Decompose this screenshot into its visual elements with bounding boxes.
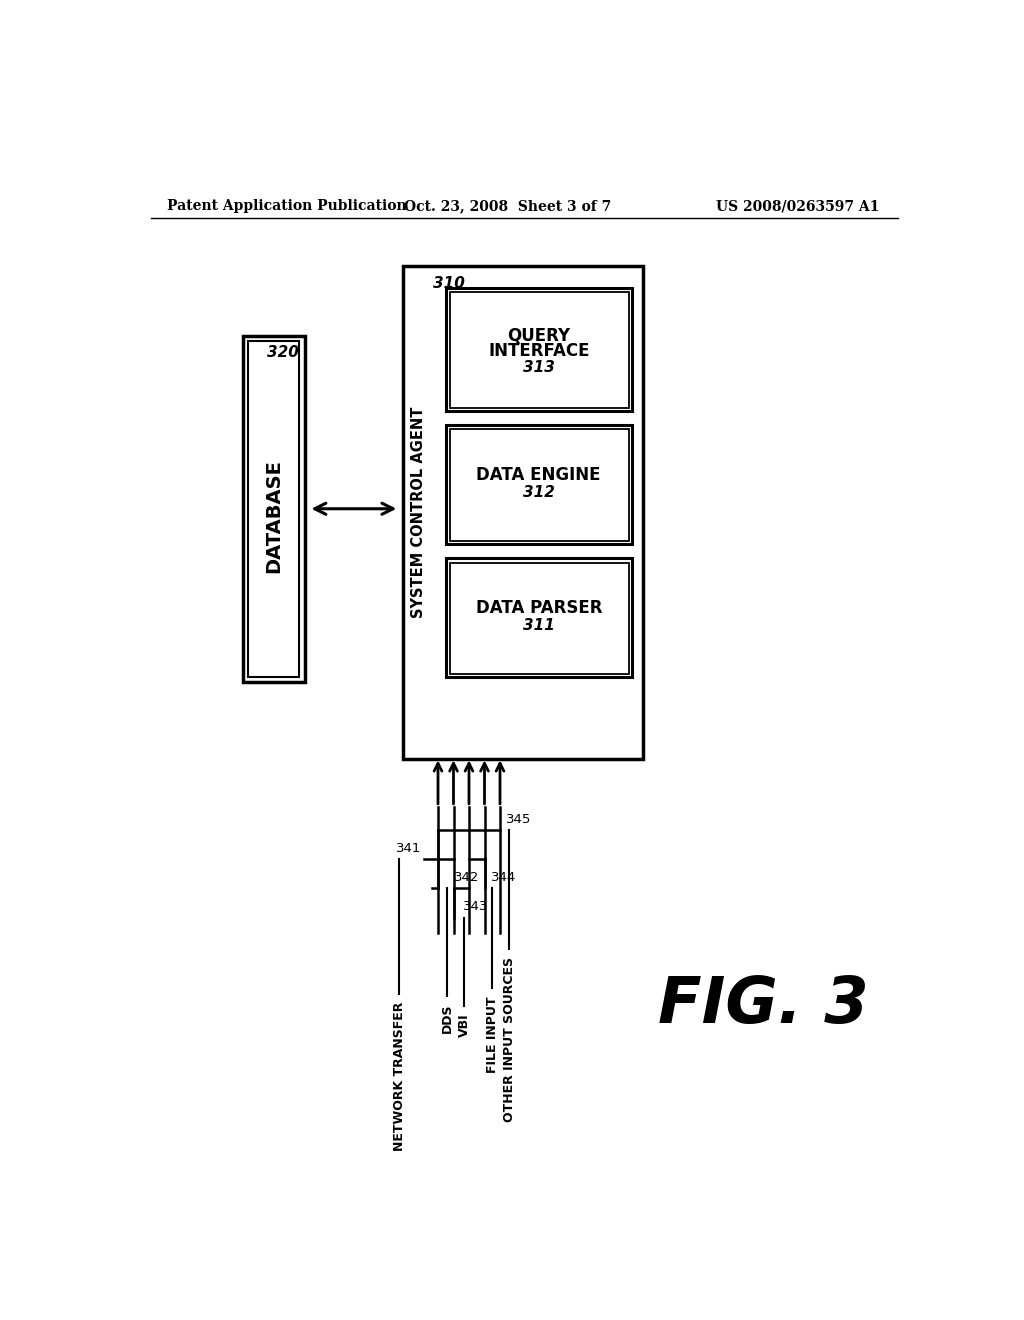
Text: Patent Application Publication: Patent Application Publication xyxy=(167,199,407,213)
Bar xyxy=(403,267,643,759)
Text: 342: 342 xyxy=(454,871,479,884)
Text: US 2008/0263597 A1: US 2008/0263597 A1 xyxy=(717,199,880,213)
Text: 312: 312 xyxy=(523,484,555,500)
Bar xyxy=(445,558,632,677)
Text: SYSTEM CONTROL AGENT: SYSTEM CONTROL AGENT xyxy=(411,407,426,618)
Text: DDS: DDS xyxy=(440,1003,454,1034)
Text: 341: 341 xyxy=(396,842,422,855)
Text: DATABASE: DATABASE xyxy=(264,459,284,573)
Text: FILE INPUT: FILE INPUT xyxy=(485,997,499,1073)
Text: OTHER INPUT SOURCES: OTHER INPUT SOURCES xyxy=(503,957,516,1122)
Text: DATA ENGINE: DATA ENGINE xyxy=(476,466,601,484)
Text: 313: 313 xyxy=(523,360,555,375)
Text: 310: 310 xyxy=(432,276,465,290)
Text: VBI: VBI xyxy=(458,1014,471,1038)
Bar xyxy=(445,425,632,544)
Bar xyxy=(248,341,299,677)
Text: NETWORK TRANSFER: NETWORK TRANSFER xyxy=(393,1002,406,1151)
Text: 311: 311 xyxy=(523,618,555,632)
Text: INTERFACE: INTERFACE xyxy=(488,342,590,360)
Bar xyxy=(451,293,629,408)
Text: DATA PARSER: DATA PARSER xyxy=(475,599,602,618)
Text: 345: 345 xyxy=(506,813,531,825)
Bar xyxy=(451,429,629,541)
Bar xyxy=(451,562,629,675)
Bar xyxy=(243,335,305,682)
Bar xyxy=(445,288,632,411)
Text: Oct. 23, 2008  Sheet 3 of 7: Oct. 23, 2008 Sheet 3 of 7 xyxy=(404,199,611,213)
Text: 320: 320 xyxy=(266,345,299,360)
Text: 344: 344 xyxy=(490,871,516,884)
Text: QUERY: QUERY xyxy=(507,326,570,345)
Text: 343: 343 xyxy=(463,900,488,913)
Text: FIG. 3: FIG. 3 xyxy=(658,974,869,1036)
